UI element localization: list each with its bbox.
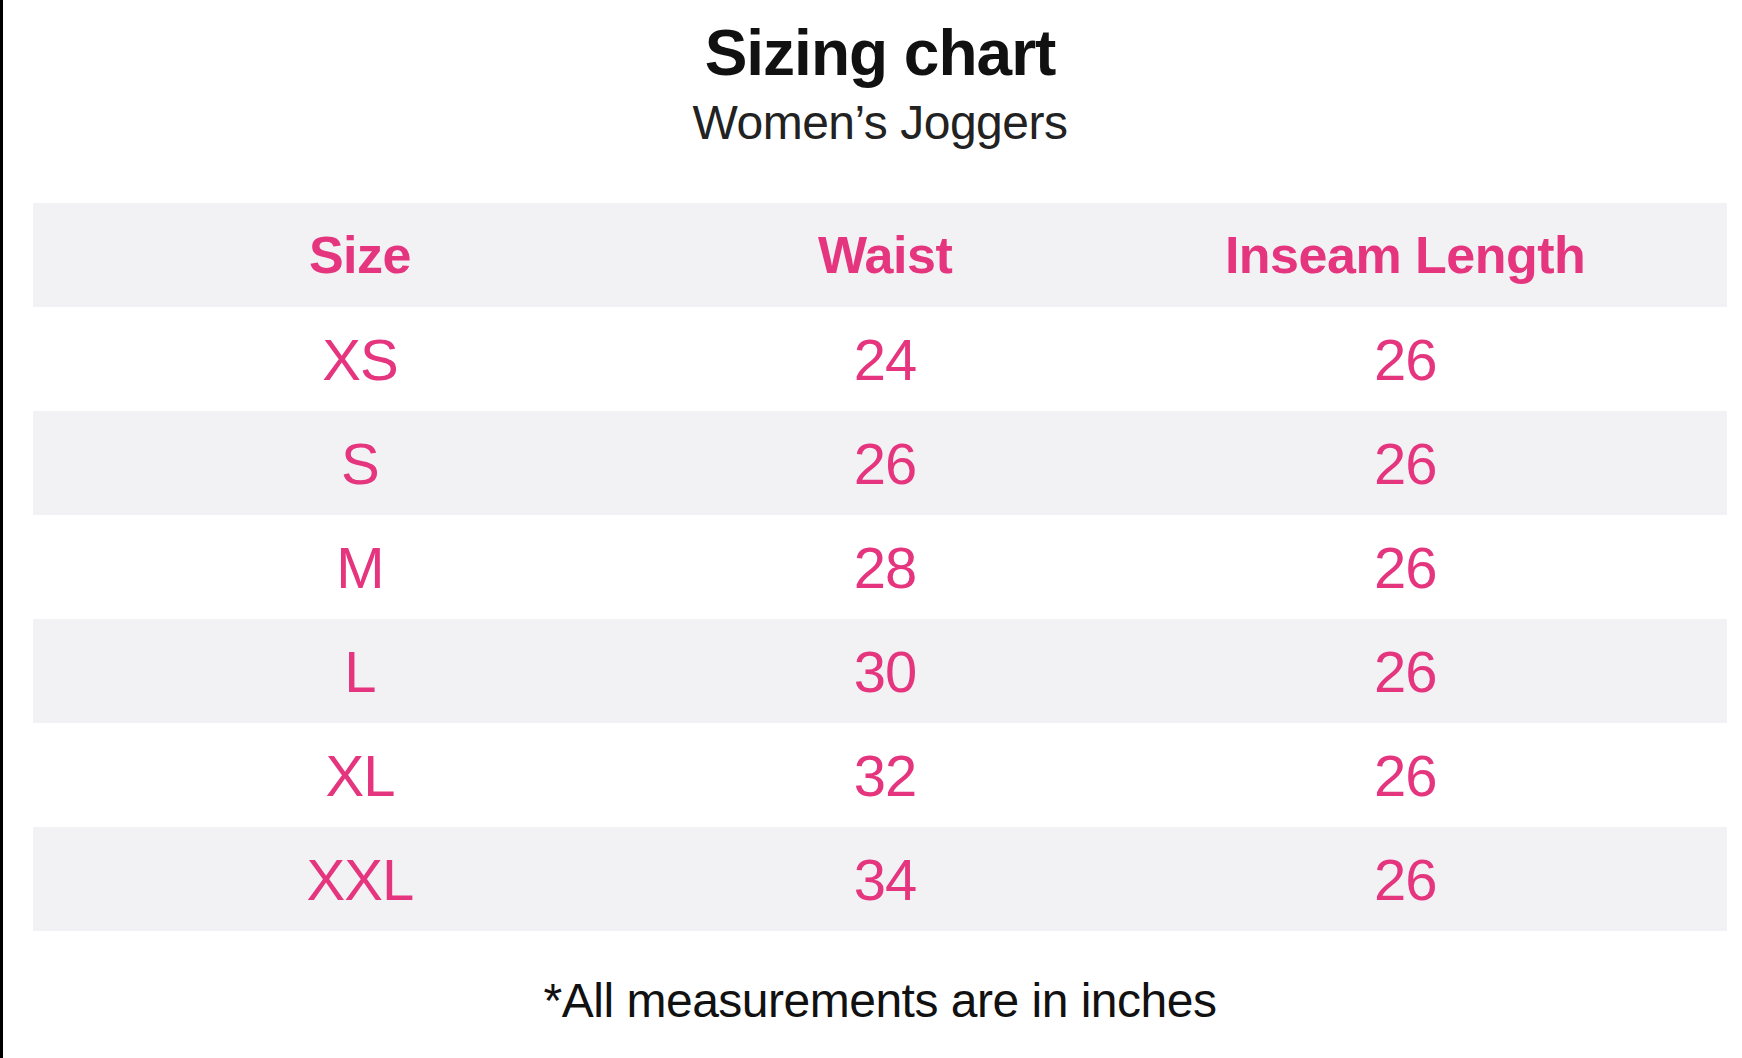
footnote: *All measurements are in inches bbox=[33, 973, 1727, 1028]
table-row: XXL 34 26 bbox=[33, 827, 1727, 931]
size-cell: L bbox=[33, 619, 687, 723]
inseam-cell: 26 bbox=[1083, 827, 1727, 931]
size-cell: XL bbox=[33, 723, 687, 827]
waist-cell: 34 bbox=[687, 827, 1083, 931]
waist-cell: 30 bbox=[687, 619, 1083, 723]
table-header-row: Size Waist Inseam Length bbox=[33, 203, 1727, 307]
size-cell: M bbox=[33, 515, 687, 619]
inseam-cell: 26 bbox=[1083, 515, 1727, 619]
table-row: L 30 26 bbox=[33, 619, 1727, 723]
inseam-cell: 26 bbox=[1083, 307, 1727, 411]
size-cell: XS bbox=[33, 307, 687, 411]
table-row: M 28 26 bbox=[33, 515, 1727, 619]
inseam-cell: 26 bbox=[1083, 411, 1727, 515]
chart-header: Sizing chart Women’s Joggers bbox=[33, 0, 1727, 151]
column-header-size: Size bbox=[33, 203, 687, 307]
page-subtitle: Women’s Joggers bbox=[33, 94, 1727, 152]
content-area: Sizing chart Women’s Joggers Size Waist … bbox=[33, 0, 1727, 1028]
waist-cell: 24 bbox=[687, 307, 1083, 411]
table-row: XS 24 26 bbox=[33, 307, 1727, 411]
size-cell: XXL bbox=[33, 827, 687, 931]
waist-cell: 28 bbox=[687, 515, 1083, 619]
column-header-waist: Waist bbox=[687, 203, 1083, 307]
waist-cell: 32 bbox=[687, 723, 1083, 827]
table-row: XL 32 26 bbox=[33, 723, 1727, 827]
size-cell: S bbox=[33, 411, 687, 515]
inseam-cell: 26 bbox=[1083, 723, 1727, 827]
sizing-chart-panel: Sizing chart Women’s Joggers Size Waist … bbox=[0, 0, 1742, 1058]
page-title: Sizing chart bbox=[33, 18, 1727, 90]
table-row: S 26 26 bbox=[33, 411, 1727, 515]
inseam-cell: 26 bbox=[1083, 619, 1727, 723]
waist-cell: 26 bbox=[687, 411, 1083, 515]
column-header-inseam-length: Inseam Length bbox=[1083, 203, 1727, 307]
sizing-table: Size Waist Inseam Length XS 24 26 S 26 2… bbox=[33, 203, 1727, 931]
